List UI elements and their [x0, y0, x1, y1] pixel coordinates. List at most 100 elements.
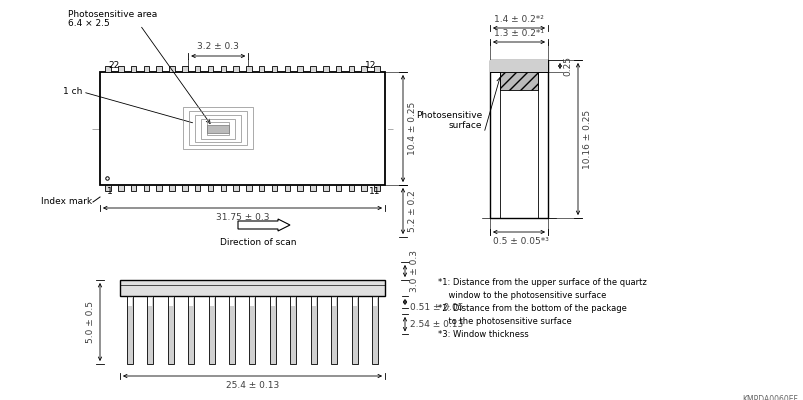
Bar	[169, 66, 174, 72]
Bar	[310, 66, 316, 72]
Bar	[220, 185, 226, 191]
Bar	[194, 185, 200, 191]
Bar	[168, 296, 173, 364]
Text: 0.5 ± 0.05*³: 0.5 ± 0.05*³	[492, 237, 548, 246]
Bar	[499, 72, 537, 90]
Bar	[246, 185, 251, 191]
Bar	[182, 66, 187, 72]
Text: 3.0 ± 0.3: 3.0 ± 0.3	[410, 250, 418, 292]
Text: 5.0 ± 0.5: 5.0 ± 0.5	[86, 301, 95, 343]
Text: 11: 11	[369, 187, 381, 196]
Bar	[310, 185, 316, 191]
Bar	[128, 298, 132, 306]
Text: 2.54 ± 0.13: 2.54 ± 0.13	[410, 320, 463, 329]
Text: 6.4 × 2.5: 6.4 × 2.5	[68, 19, 110, 28]
Bar	[284, 185, 290, 191]
Bar	[118, 185, 124, 191]
Bar	[331, 296, 336, 364]
Bar	[271, 185, 277, 191]
Bar	[189, 298, 193, 306]
Bar	[270, 296, 275, 364]
Text: Photosensitive: Photosensitive	[415, 111, 482, 120]
Bar	[207, 124, 229, 132]
Bar	[373, 185, 379, 191]
Bar	[147, 296, 153, 364]
Bar	[373, 298, 377, 306]
Text: 22: 22	[108, 61, 120, 70]
Bar	[489, 60, 548, 218]
Text: 10.16 ± 0.25: 10.16 ± 0.25	[582, 110, 591, 168]
Bar	[336, 66, 341, 72]
Bar	[249, 296, 255, 364]
Bar	[271, 298, 275, 306]
Bar	[259, 185, 264, 191]
Bar	[169, 185, 174, 191]
Bar	[489, 60, 548, 72]
Bar	[144, 66, 149, 72]
Bar	[233, 185, 238, 191]
Bar	[105, 66, 111, 72]
Bar	[157, 185, 161, 191]
Bar	[312, 298, 316, 306]
Bar	[144, 185, 149, 191]
Bar	[233, 66, 238, 72]
Bar	[361, 185, 366, 191]
Bar	[251, 298, 255, 306]
Bar	[323, 185, 328, 191]
Bar	[297, 185, 303, 191]
Text: 0.51 ± 0.05: 0.51 ± 0.05	[410, 302, 463, 312]
Text: *1: Distance from the upper surface of the quartz: *1: Distance from the upper surface of t…	[438, 278, 646, 287]
Text: 1.3 ± 0.2*¹: 1.3 ± 0.2*¹	[493, 29, 544, 38]
Bar	[259, 66, 264, 72]
Text: *2: Distance from the bottom of the package: *2: Distance from the bottom of the pack…	[438, 304, 626, 313]
Bar	[131, 185, 137, 191]
Bar	[127, 296, 132, 364]
Bar	[271, 66, 277, 72]
Bar	[373, 66, 379, 72]
Text: 1.4 ± 0.2*²: 1.4 ± 0.2*²	[494, 15, 544, 24]
Bar	[284, 66, 290, 72]
Bar	[201, 118, 235, 138]
Bar	[207, 122, 229, 135]
Text: Index mark: Index mark	[41, 198, 92, 206]
Bar	[169, 298, 173, 306]
Bar	[209, 296, 214, 364]
Bar	[290, 296, 296, 364]
Text: 31.75 ± 0.3: 31.75 ± 0.3	[215, 213, 269, 222]
Text: *3: Window thickness: *3: Window thickness	[438, 330, 528, 339]
Bar	[291, 298, 295, 306]
Text: KMPDA0060EF: KMPDA0060EF	[741, 395, 797, 400]
Text: 25.4 ± 0.13: 25.4 ± 0.13	[226, 381, 279, 390]
Bar	[372, 296, 377, 364]
Bar	[182, 185, 187, 191]
Bar	[105, 185, 111, 191]
Bar	[210, 298, 214, 306]
Text: surface: surface	[448, 121, 482, 130]
Text: 10.4 ± 0.25: 10.4 ± 0.25	[407, 102, 417, 155]
Bar	[207, 66, 213, 72]
Text: 5.2 ± 0.2: 5.2 ± 0.2	[407, 190, 417, 232]
Bar	[188, 296, 194, 364]
Text: 0.25: 0.25	[562, 56, 571, 76]
Bar	[194, 66, 200, 72]
Text: 12: 12	[365, 61, 377, 70]
Text: 3.2 ± 0.3: 3.2 ± 0.3	[197, 42, 238, 51]
Bar	[323, 66, 328, 72]
Bar	[349, 66, 353, 72]
Bar	[336, 185, 341, 191]
Text: to the photosensitive surface: to the photosensitive surface	[438, 317, 571, 326]
Text: Direction of scan: Direction of scan	[219, 238, 296, 247]
Bar	[131, 66, 137, 72]
Bar	[149, 298, 153, 306]
Text: 1: 1	[107, 187, 112, 196]
Text: Photosensitive area: Photosensitive area	[68, 10, 157, 19]
Bar	[353, 298, 357, 306]
Text: 1 ch: 1 ch	[63, 88, 82, 96]
Bar	[311, 296, 316, 364]
Text: window to the photosensitive surface: window to the photosensitive surface	[438, 291, 605, 300]
Bar	[349, 185, 353, 191]
Bar	[297, 66, 303, 72]
Bar	[120, 280, 385, 296]
Bar	[195, 115, 241, 142]
Bar	[118, 66, 124, 72]
